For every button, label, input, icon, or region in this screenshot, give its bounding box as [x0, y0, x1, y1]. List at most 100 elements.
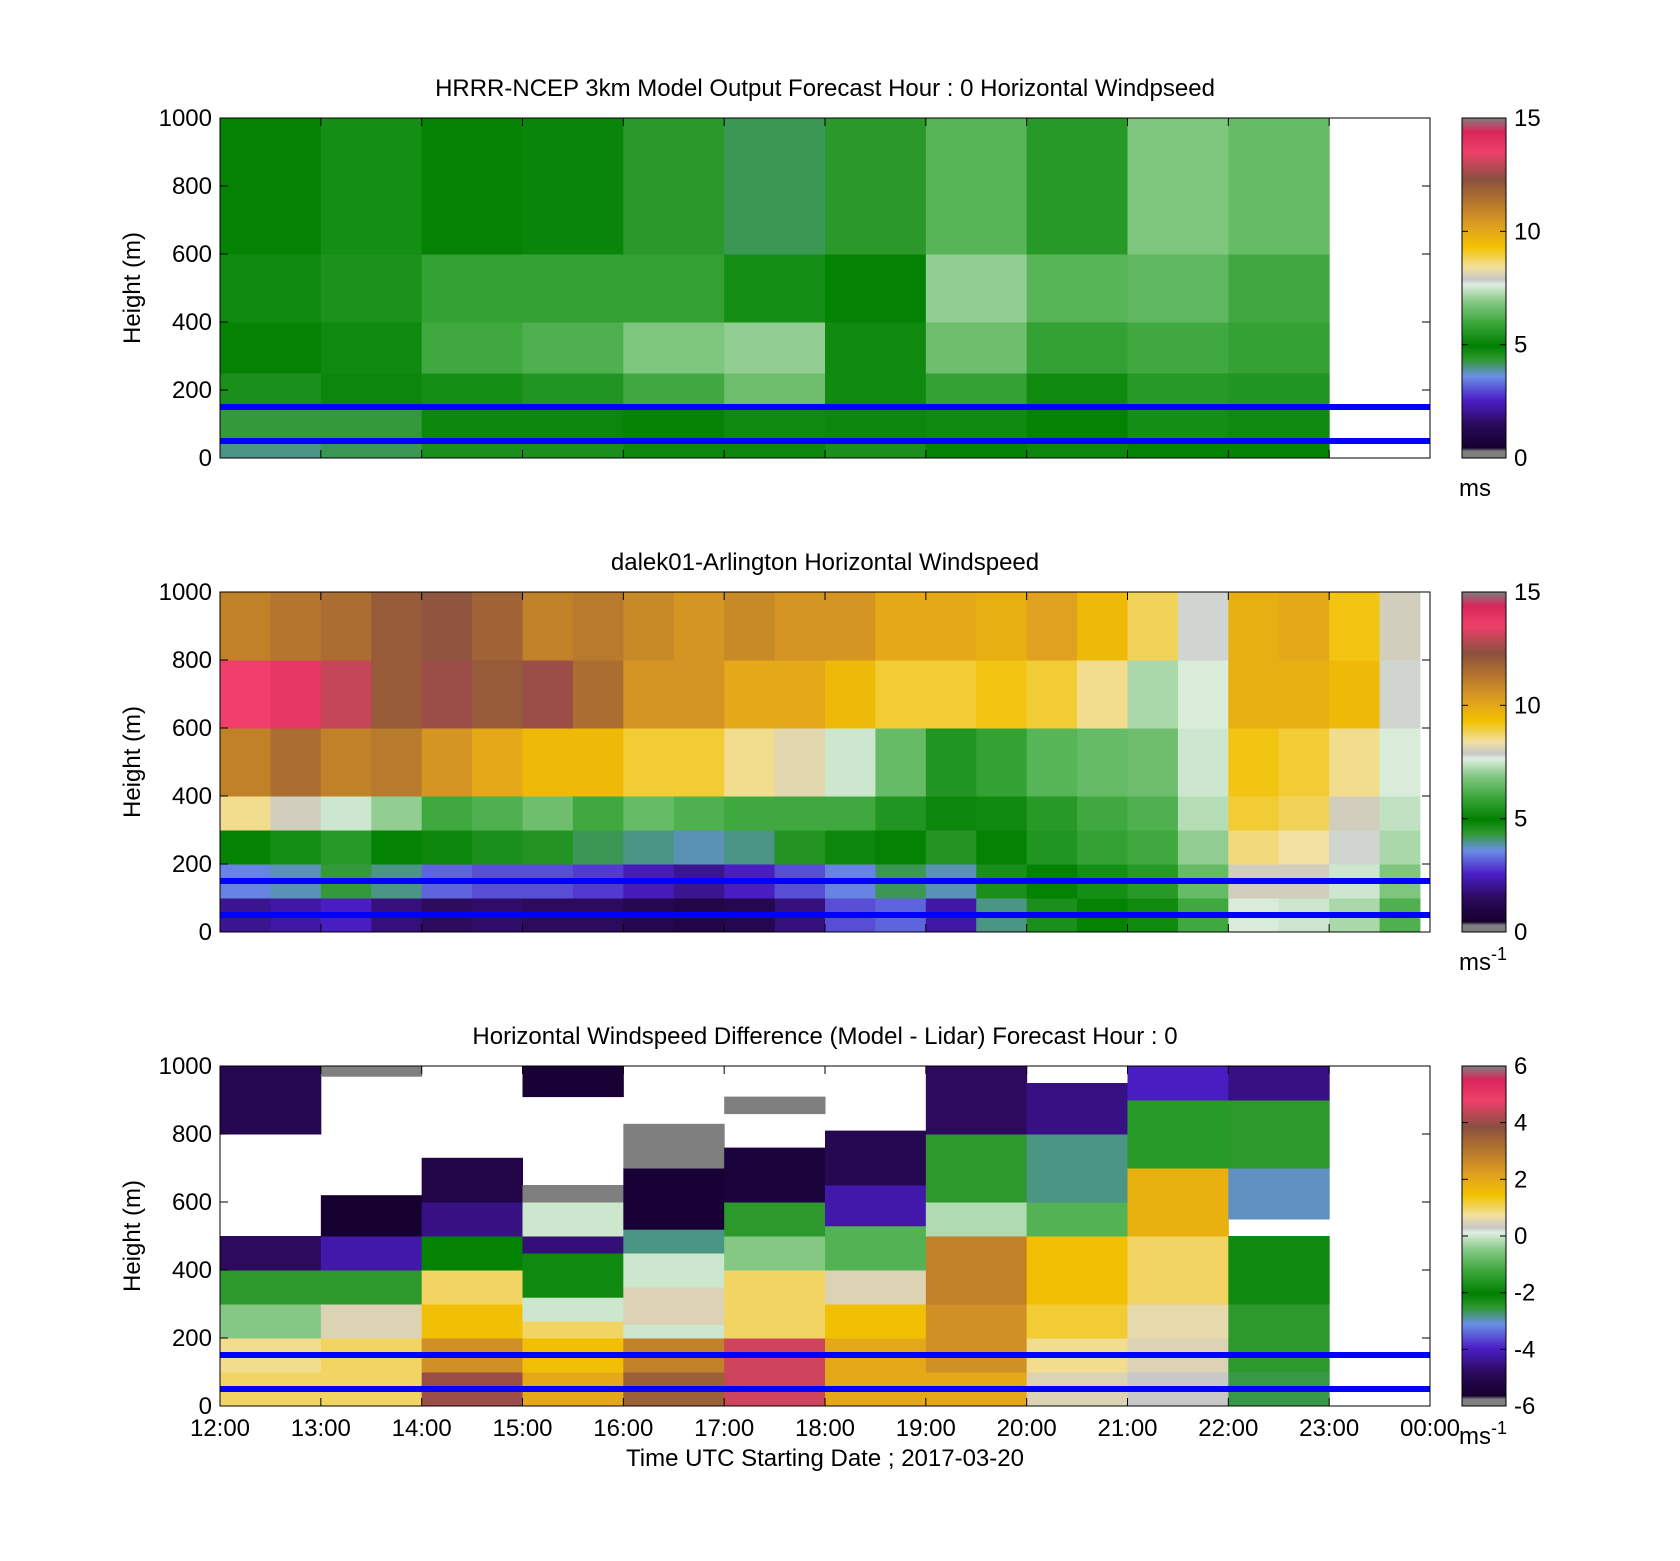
heatmap-cell: [270, 830, 322, 865]
y-tick-label: 800: [172, 647, 212, 674]
heatmap-cell: [421, 660, 473, 729]
x-tick-label: 15:00: [492, 1415, 552, 1442]
heatmap-cell: [421, 1270, 523, 1305]
heatmap-cell: [623, 322, 725, 374]
heatmap-cell: [320, 373, 423, 408]
heatmap-cell: [1026, 728, 1078, 797]
heatmap-cell: [1177, 796, 1229, 831]
heatmap-cell: [724, 441, 826, 459]
heatmap-cell: [875, 728, 927, 797]
heatmap-cell: [1329, 830, 1381, 865]
heatmap-cell: [572, 660, 624, 729]
heatmap-cell: [724, 1304, 826, 1339]
heatmap-cell: [270, 796, 322, 831]
heatmap-cell: [320, 1270, 423, 1305]
heatmap-cell: [522, 1202, 624, 1237]
heatmap-cell: [1026, 1134, 1128, 1203]
heatmap-cell: [1026, 660, 1078, 729]
colorbar-unit: ms-1: [1459, 944, 1507, 976]
heatmap-cell: [421, 322, 523, 374]
heatmap-cell: [825, 322, 927, 374]
heatmap-cell: [371, 728, 423, 797]
heatmap-cell: [1127, 1236, 1229, 1305]
y-tick-label: 400: [172, 309, 212, 336]
heatmap-cell: [220, 373, 322, 408]
heatmap-cell: [825, 796, 876, 831]
heatmap-cell: [522, 1236, 624, 1254]
heatmap-cell: [371, 660, 423, 729]
colorbar-tick-label: 0: [1514, 919, 1527, 946]
y-tick-label: 200: [172, 1325, 212, 1352]
heatmap-cell: [522, 1297, 624, 1322]
heatmap-cell: [421, 441, 523, 459]
heatmap-cell: [1127, 660, 1179, 729]
heatmap-cell: [825, 441, 927, 459]
x-tick-label: 12:00: [190, 1415, 250, 1442]
heatmap-cell: [623, 660, 675, 729]
heatmap-cell: [1329, 660, 1381, 729]
heatmap-cell: [623, 1324, 725, 1339]
y-tick-label: 800: [172, 1121, 212, 1148]
colorbar-tick-label: -2: [1514, 1280, 1535, 1307]
heatmap-cell: [522, 1066, 624, 1098]
heatmap-cell: [925, 1066, 1028, 1135]
heatmap-cell: [320, 441, 423, 459]
heatmap-cell: [220, 441, 322, 459]
heatmap-cell: [1228, 660, 1280, 729]
heatmap-cell: [320, 592, 372, 661]
heatmap-cell: [1127, 322, 1229, 374]
heatmap-cell: [925, 254, 1028, 323]
heatmap-cell: [623, 441, 725, 459]
heatmap-cell: [421, 728, 473, 797]
heatmap-cell: [572, 796, 624, 831]
heatmap-cell: [825, 1130, 927, 1186]
heatmap-cell: [472, 592, 523, 661]
heatmap-cell: [774, 660, 826, 729]
heatmap-cell: [774, 796, 826, 831]
y-tick-label: 1000: [159, 105, 212, 132]
heatmap-cell: [1077, 796, 1128, 831]
panel-3: 0 200 400 600 800 1000 12:00 13:00 14:00 15:00 16:…: [119, 1023, 1535, 1472]
heatmap-cell: [1127, 373, 1229, 408]
heatmap-cell: [825, 728, 876, 797]
colorbar-unit: ms: [1459, 475, 1491, 502]
heatmap-cell: [1228, 254, 1330, 323]
heatmap-cell: [623, 1123, 725, 1169]
heatmap-cell: [270, 728, 322, 797]
heatmap-cell: [1177, 660, 1229, 729]
heatmap-cell: [976, 796, 1028, 831]
heatmap-cell: [724, 830, 776, 865]
heatmap-cell: [1026, 1304, 1128, 1339]
colorbar-unit: ms-1: [1459, 1418, 1507, 1450]
heatmap-cell: [220, 830, 271, 865]
heatmap-cell: [1026, 407, 1128, 442]
heatmap-cell: [320, 254, 423, 323]
heatmap-cell: [1127, 796, 1179, 831]
heatmap-cell: [522, 728, 574, 797]
y-tick-label: 400: [172, 783, 212, 810]
heatmap-cell: [1228, 118, 1330, 255]
heatmap-cell: [220, 254, 322, 323]
heatmap-cell: [572, 830, 624, 865]
heatmap-cell: [1026, 118, 1128, 255]
colorbar-tick-label: 10: [1514, 692, 1541, 719]
heatmap-cell: [220, 118, 322, 255]
heatmap-cell: [522, 1321, 624, 1339]
heatmap-cell: [320, 1195, 423, 1237]
heatmap-cell: [1379, 796, 1421, 831]
heatmap-cell: [976, 592, 1028, 661]
heatmap-cell: [724, 1096, 826, 1115]
chart-title: HRRR-NCEP 3km Model Output Forecast Hour…: [435, 75, 1215, 102]
chart-title: dalek01-Arlington Horizontal Windspeed: [611, 549, 1039, 576]
heatmap-cell: [522, 407, 624, 442]
heatmap-cell: [1278, 728, 1330, 797]
heatmap-cell: [724, 1202, 826, 1237]
heatmap-cell: [522, 322, 624, 374]
heatmap-cell: [320, 660, 372, 729]
heatmap-cell: [522, 1253, 624, 1298]
heatmap-cell: [673, 660, 725, 729]
heatmap-cell: [1026, 1236, 1128, 1305]
heatmap-cell: [1329, 592, 1381, 661]
heatmap-cell: [1177, 592, 1229, 661]
heatmap-cell: [724, 407, 826, 442]
